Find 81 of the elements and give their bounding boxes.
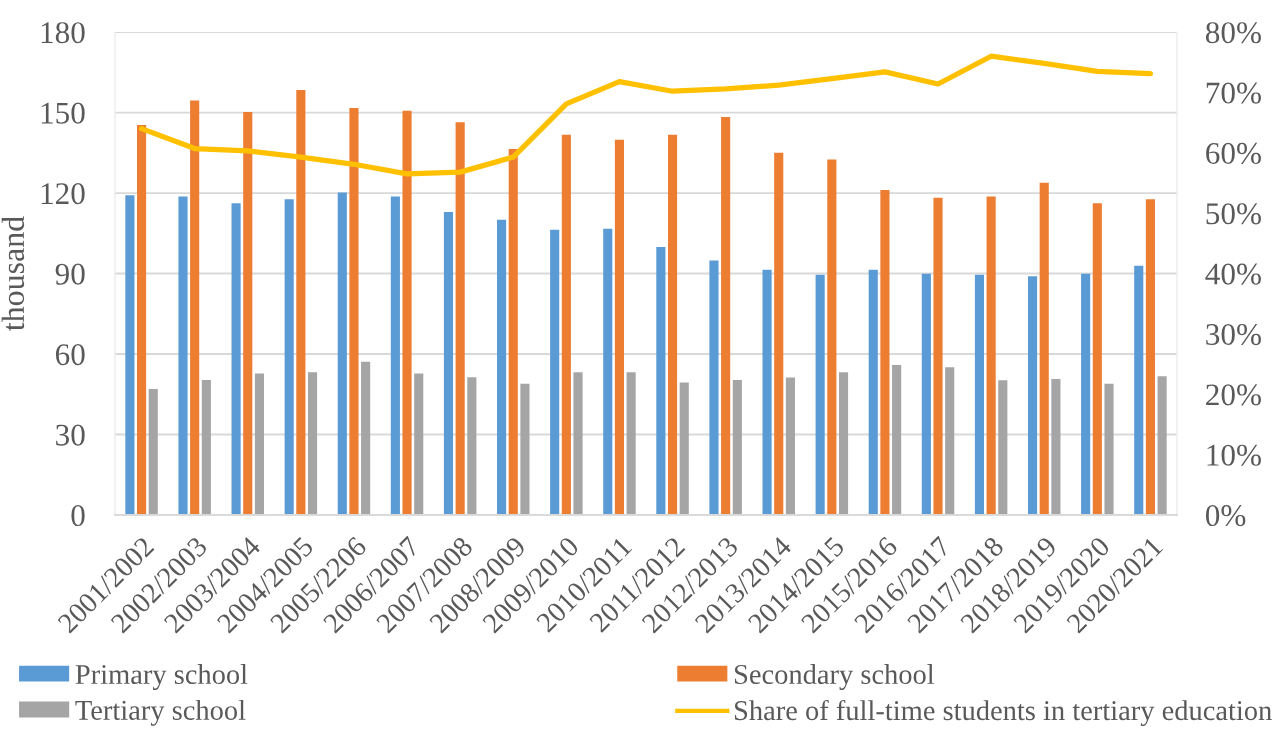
y2-tick-label: 80%	[1205, 22, 1261, 44]
bar	[550, 229, 560, 515]
y2-tick-label: 20%	[1206, 384, 1261, 406]
bar	[1145, 199, 1155, 515]
bar	[508, 149, 518, 515]
y2-tick-label: 10%	[1207, 444, 1261, 466]
bar	[1051, 378, 1061, 515]
bar	[573, 372, 583, 515]
bar	[709, 260, 719, 515]
bar	[296, 90, 306, 515]
y-tick-label: 60	[55, 344, 85, 366]
y2-tick-label: 40%	[1205, 263, 1261, 285]
bar	[201, 380, 211, 515]
bar	[892, 365, 902, 515]
y2-tick-label: 30%	[1206, 323, 1261, 346]
legend-label: Secondary school	[734, 664, 935, 690]
legend-label: Primary school	[75, 664, 248, 690]
bar	[945, 367, 955, 515]
y-tick-label: 0	[71, 505, 85, 527]
bar	[284, 199, 294, 515]
bar	[986, 196, 996, 515]
bar	[721, 117, 731, 515]
bar	[838, 372, 849, 515]
bar	[626, 372, 636, 515]
bar	[137, 124, 147, 515]
bar	[1157, 376, 1167, 515]
y2-tick-label: 0%	[1205, 505, 1246, 527]
bar	[827, 159, 837, 515]
bar	[1081, 273, 1091, 515]
bar	[561, 134, 571, 515]
bar	[390, 196, 400, 515]
bar	[785, 377, 795, 515]
bar	[679, 382, 689, 515]
bar	[732, 380, 742, 515]
bar	[667, 134, 678, 515]
bar	[520, 383, 530, 515]
y-tick-label: 180	[41, 22, 85, 44]
bar	[178, 196, 188, 515]
bar	[455, 122, 465, 515]
bar	[1027, 276, 1038, 515]
y2-tick-label: 60%	[1206, 142, 1261, 165]
bar	[933, 197, 943, 515]
bar	[467, 377, 477, 515]
bar	[402, 110, 412, 515]
bar	[880, 190, 890, 515]
bar	[497, 219, 507, 515]
y-tick-label: 90	[55, 263, 85, 285]
bar	[815, 274, 825, 515]
bar	[774, 152, 784, 515]
bar	[254, 373, 265, 515]
y-tick-label: 150	[41, 102, 85, 124]
bar	[1134, 265, 1144, 515]
y2-tick-label: 50%	[1206, 203, 1261, 225]
bar	[656, 246, 666, 515]
bar	[231, 203, 241, 515]
y-tick-label: 30	[56, 424, 85, 446]
bar	[603, 228, 613, 515]
bar	[1039, 182, 1049, 515]
bar	[443, 212, 454, 515]
bar	[974, 274, 985, 515]
legend-label: Tertiary school	[75, 699, 246, 726]
bar	[868, 269, 878, 515]
bar	[148, 388, 158, 515]
y-tick-label: 120	[41, 183, 85, 205]
bar	[190, 100, 200, 515]
bar	[361, 361, 371, 515]
bar	[921, 273, 931, 515]
bar	[243, 112, 253, 515]
bar	[1104, 383, 1114, 515]
bar	[337, 192, 347, 515]
bar	[1092, 203, 1102, 515]
bar	[307, 372, 318, 515]
y-axis-title: thousand	[1, 216, 25, 331]
bar	[414, 373, 424, 515]
bar	[349, 108, 359, 515]
bar	[125, 195, 135, 515]
y2-tick-label: 70%	[1206, 82, 1261, 104]
bar	[614, 139, 625, 515]
legend-label: Share of full-time students in tertiary education	[734, 699, 1272, 727]
bar	[762, 269, 772, 515]
bar	[998, 380, 1008, 515]
